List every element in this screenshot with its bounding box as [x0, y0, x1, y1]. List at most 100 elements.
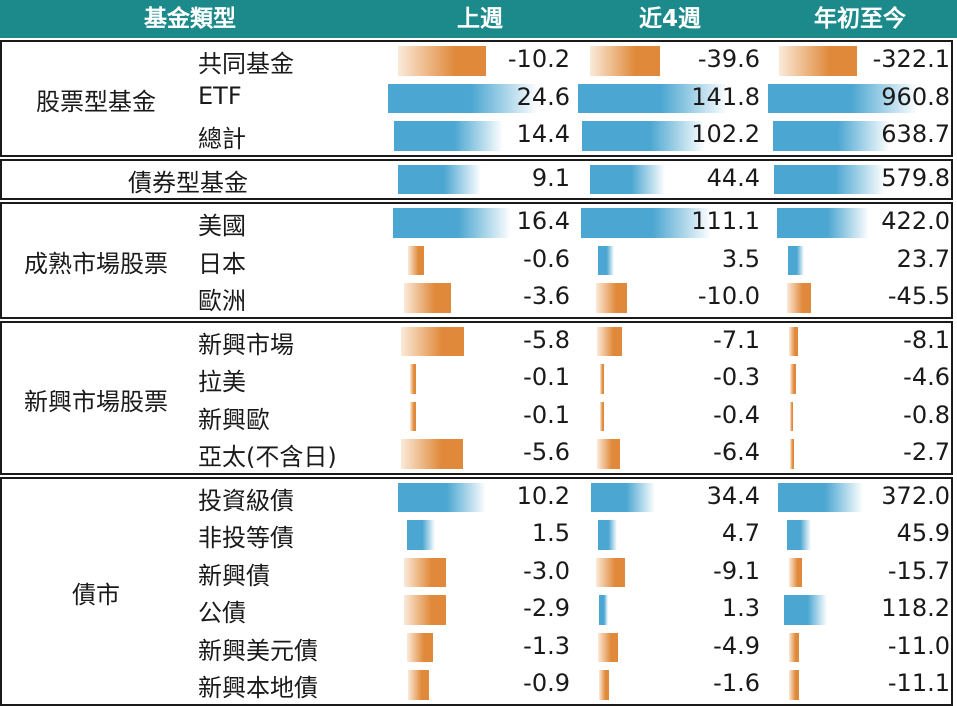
value-cell: -3.0: [523, 556, 570, 585]
row-label: 美國: [198, 212, 246, 240]
row-label: 拉美: [198, 368, 246, 396]
inflow-bar: [589, 164, 665, 194]
outflow-bar: [404, 557, 447, 587]
outflow-bar: [404, 595, 447, 625]
group-border: [0, 40, 953, 157]
row-label: 共同基金: [198, 50, 294, 78]
inflow-bar: [774, 164, 886, 194]
value-cell: -4.6: [903, 363, 950, 391]
row-label: 亞太(不含日): [198, 443, 337, 471]
outflow-bar: [590, 46, 661, 76]
outflow-bar: [788, 557, 802, 587]
inflow-bar: [598, 245, 615, 275]
inflow-bar: [784, 595, 828, 625]
value-cell: 372.0: [881, 481, 950, 510]
row-label: 新興市場: [198, 330, 294, 359]
value-cell: -5.6: [523, 438, 570, 466]
outflow-bar: [600, 364, 605, 394]
value-cell: 118.2: [881, 594, 950, 622]
row-label: ETF: [198, 81, 242, 110]
inflow-bar: [773, 121, 891, 151]
header-ytd: 年初至今: [814, 6, 906, 32]
value-cell: -0.1: [523, 363, 570, 391]
value-cell: -0.3: [713, 363, 760, 391]
outflow-bar: [408, 245, 425, 275]
inflow-bar: [406, 520, 435, 550]
value-cell: 23.7: [896, 244, 950, 273]
inflow-bar: [599, 595, 609, 625]
value-cell: 638.7: [881, 120, 950, 148]
value-cell: -0.1: [523, 400, 570, 429]
group-border: [0, 320, 953, 475]
row-label: 投資級債: [198, 486, 294, 515]
value-cell: 422.0: [881, 207, 950, 235]
value-cell: 10.2: [516, 481, 570, 510]
inflow-bar: [581, 208, 712, 238]
outflow-bar: [409, 401, 416, 431]
value-cell: -6.4: [713, 438, 760, 466]
value-cell: 34.4: [706, 481, 760, 510]
value-cell: 1.5: [531, 519, 570, 547]
outflow-bar: [407, 670, 429, 700]
row-label: 非投等債: [198, 524, 294, 552]
value-cell: -11.1: [887, 669, 950, 697]
row-label: 新興美元債: [198, 636, 318, 665]
outflow-bar: [789, 364, 796, 394]
value-cell: 16.4: [516, 207, 570, 235]
inflow-bar: [582, 121, 706, 151]
inflow-bar: [768, 83, 919, 113]
value-cell: -3.6: [523, 282, 570, 310]
value-cell: -1.6: [713, 669, 760, 697]
value-cell: 9.1: [531, 163, 570, 192]
value-cell: 141.8: [691, 82, 760, 111]
group-label: 成熟市場股票: [24, 250, 168, 279]
row-label: 日本: [198, 249, 246, 278]
group-border: [0, 158, 953, 200]
outflow-bar: [599, 670, 610, 700]
group-label: 股票型基金: [36, 88, 156, 117]
inflow-bar: [776, 208, 869, 238]
value-cell: 45.9: [896, 519, 950, 547]
value-cell: -322.1: [872, 45, 950, 73]
value-cell: -4.9: [713, 631, 760, 660]
value-cell: 4.7: [721, 519, 760, 547]
outflow-bar: [789, 326, 799, 356]
value-cell: -10.2: [507, 45, 570, 73]
group-border: [0, 202, 953, 319]
inflow-bar: [597, 520, 617, 550]
inflow-bar: [393, 208, 512, 238]
outflow-bar: [409, 364, 416, 394]
value-cell: -10.0: [697, 282, 760, 310]
outflow-bar: [790, 401, 794, 431]
value-cell: 44.4: [706, 163, 760, 192]
row-label: 總計: [198, 125, 246, 153]
value-cell: -0.9: [523, 669, 570, 697]
value-cell: -39.6: [697, 45, 760, 73]
inflow-bar: [778, 482, 863, 512]
outflow-bar: [597, 632, 618, 662]
outflow-bar: [600, 401, 605, 431]
value-cell: -1.3: [523, 631, 570, 660]
value-cell: -45.5: [887, 282, 950, 310]
outflow-bar: [596, 283, 628, 313]
inflow-bar: [394, 121, 504, 151]
value-cell: -0.4: [713, 400, 760, 429]
value-cell: -0.8: [903, 400, 950, 429]
row-label: 新興歐: [198, 405, 270, 434]
value-cell: -2.9: [523, 594, 570, 622]
group-label: 新興市場股票: [24, 387, 168, 416]
outflow-bar: [596, 557, 626, 587]
outflow-bar: [787, 283, 812, 313]
header-last-4-weeks: 近4週: [638, 6, 701, 32]
outflow-bar: [397, 46, 486, 76]
outflow-bar: [779, 46, 858, 76]
group-label: 債券型基金: [128, 169, 248, 198]
header-category: 基金類型: [144, 6, 236, 32]
value-cell: 14.4: [516, 120, 570, 148]
header-last-week: 上週: [457, 6, 503, 32]
outflow-bar: [789, 670, 800, 700]
value-cell: 1.3: [721, 594, 760, 622]
value-cell: -2.7: [903, 438, 950, 466]
value-cell: -8.1: [903, 325, 950, 354]
value-cell: 579.8: [881, 163, 950, 192]
